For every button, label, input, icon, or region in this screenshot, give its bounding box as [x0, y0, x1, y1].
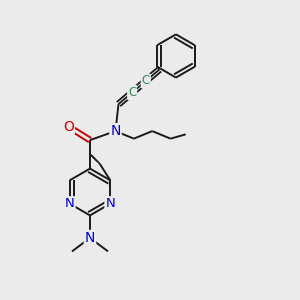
Text: O: O	[63, 120, 74, 134]
Text: methyl: methyl	[95, 162, 100, 163]
Text: C: C	[142, 74, 150, 88]
Text: C: C	[128, 86, 136, 99]
Text: N: N	[85, 231, 95, 245]
Text: N: N	[110, 124, 121, 138]
Text: N: N	[65, 197, 75, 210]
Text: N: N	[105, 197, 115, 210]
